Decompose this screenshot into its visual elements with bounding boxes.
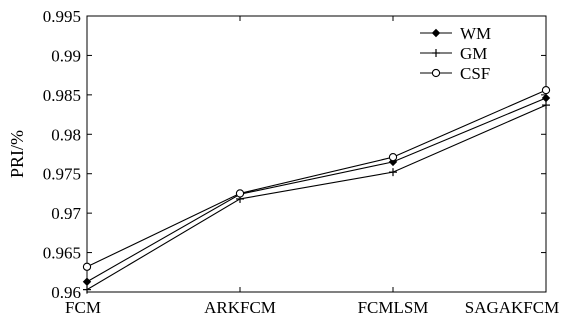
x-axis: FCM ARKFCM FCMLSM SAGAKFCM (65, 16, 559, 317)
y-tick-label: 0.965 (43, 244, 81, 263)
marker-diamond (82, 277, 92, 286)
y-tick-label: 0.975 (43, 165, 81, 184)
x-tick-label: SAGAKFCM (465, 298, 559, 317)
legend-label: CSF (460, 64, 490, 83)
y-tick-label: 0.97 (51, 204, 81, 223)
legend-item-wm: WM (420, 24, 491, 43)
series-line (86, 97, 547, 283)
series-gm (83, 101, 550, 294)
marker-plus (389, 168, 397, 177)
legend-item-gm: GM (420, 44, 487, 63)
marker-plus (83, 285, 91, 294)
legend-label: GM (460, 44, 487, 63)
marker-plus (432, 49, 440, 57)
plot-border (86, 15, 547, 293)
y-tick-label: 0.96 (51, 283, 81, 302)
marker-circle (235, 189, 245, 198)
marker-diamond (541, 93, 551, 103)
series-line (86, 89, 547, 268)
legend-item-csf: CSF (420, 64, 490, 83)
y-tick-label: 0.995 (43, 7, 81, 26)
series-csf (82, 85, 551, 271)
legend-label: WM (460, 24, 491, 43)
series-line (86, 104, 547, 291)
y-tick-label: 0.985 (43, 86, 81, 105)
marker-circle (82, 262, 92, 271)
x-tick-label: FCMLSM (358, 298, 429, 317)
x-tick-label: ARKFCM (204, 298, 276, 317)
y-tick-label: 0.99 (51, 46, 81, 65)
x-tick-label: FCM (65, 298, 101, 317)
marker-circle (388, 153, 398, 162)
series-lines (82, 85, 551, 294)
series-wm (82, 93, 551, 286)
y-axis-title: PRI/% (7, 130, 27, 178)
y-tick-label: 0.98 (51, 125, 81, 144)
plot-frame (86, 15, 547, 293)
marker-circle (541, 85, 551, 95)
marker-diamond (431, 28, 441, 38)
y-axis: 0.96 0.965 0.97 0.975 0.98 0.985 0.99 0.995 (43, 7, 546, 302)
marker-plus (542, 101, 550, 110)
marker-circle (431, 68, 441, 78)
